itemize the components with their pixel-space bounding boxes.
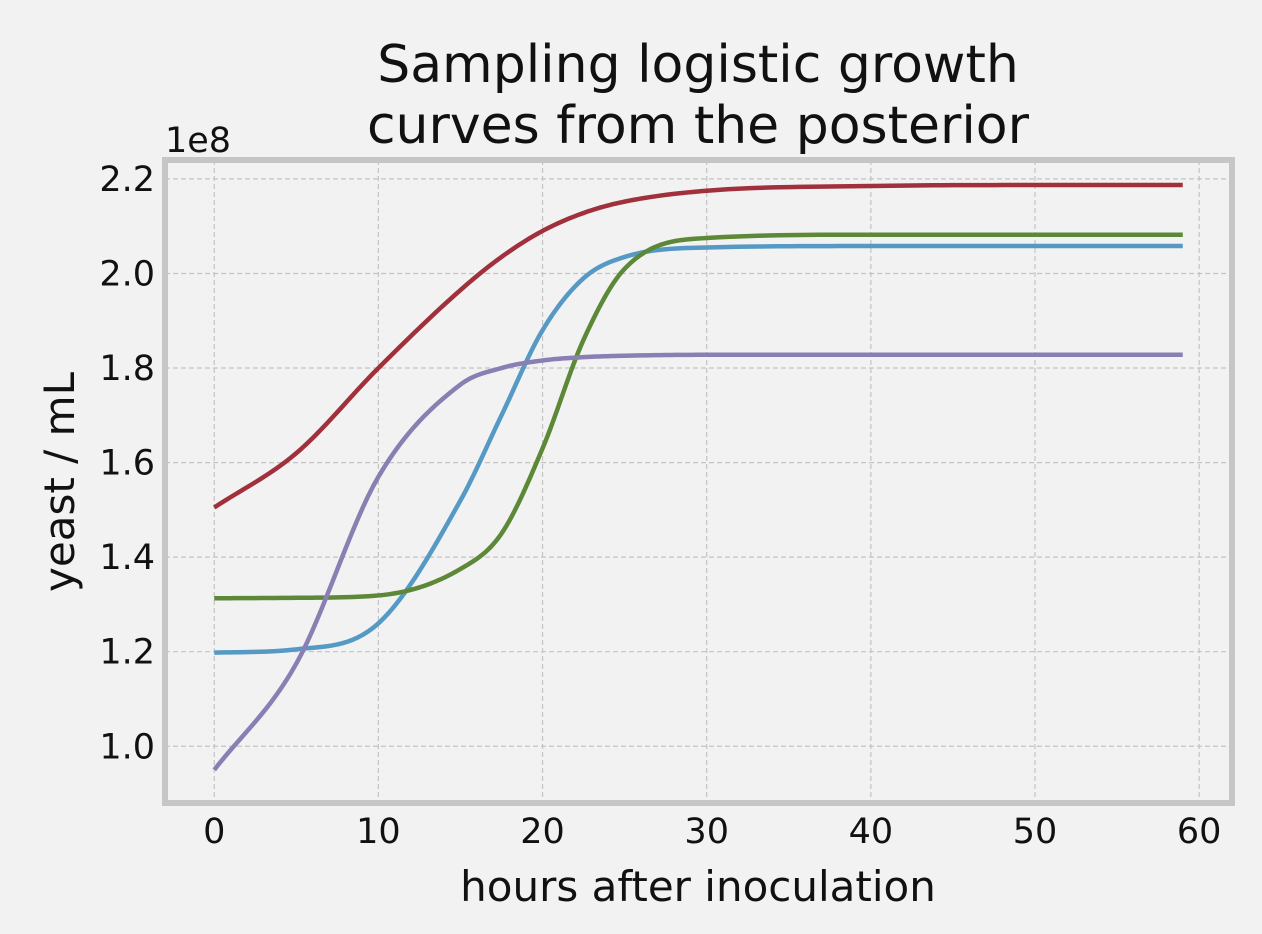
y-tick-label: 1.2: [99, 633, 155, 673]
y-tick-label: 1.0: [99, 727, 155, 767]
y-tick-label: 2.2: [99, 160, 155, 200]
y-tick-label: 1.6: [99, 444, 155, 484]
series-line-3: [214, 232, 1183, 601]
y-offset-label: 1e8: [165, 121, 231, 161]
y-tick-label: 1.4: [99, 538, 155, 578]
y-tick-label: 2.0: [99, 254, 155, 294]
chart-title-line: Sampling logistic growth: [377, 35, 1019, 95]
x-tick-label: 10: [356, 812, 401, 852]
x-axis-label: hours after inoculation: [460, 862, 936, 911]
chart-title-line: curves from the posterior: [367, 96, 1030, 156]
plot-area: [165, 160, 1232, 803]
y-tick-label: 1.8: [99, 349, 155, 389]
series-layer: [212, 182, 1183, 772]
x-tick-labels: 0 10 20 30 40 50 60: [203, 812, 1221, 852]
x-tick-label: 30: [684, 812, 729, 852]
series-line-1: [213, 182, 1183, 510]
x-tick-label: 20: [520, 812, 565, 852]
y-tick-labels: 1.0 1.2 1.4 1.6 1.8 2.0 2.2: [99, 160, 155, 767]
x-tick-label: 0: [203, 812, 225, 852]
x-tick-label: 60: [1177, 812, 1222, 852]
grid-lines: [165, 160, 1232, 803]
y-axis-label: yeast / mL: [35, 371, 84, 592]
series-line-4: [212, 352, 1183, 772]
x-tick-label: 50: [1013, 812, 1058, 852]
chart-title-text: Sampling logistic growth curves from the …: [367, 35, 1030, 156]
chart-title: Sampling logistic growth curves from the …: [367, 35, 1030, 156]
x-tick-label: 40: [849, 812, 894, 852]
series-line-2: [214, 243, 1183, 655]
plot-frame: [162, 157, 1235, 806]
